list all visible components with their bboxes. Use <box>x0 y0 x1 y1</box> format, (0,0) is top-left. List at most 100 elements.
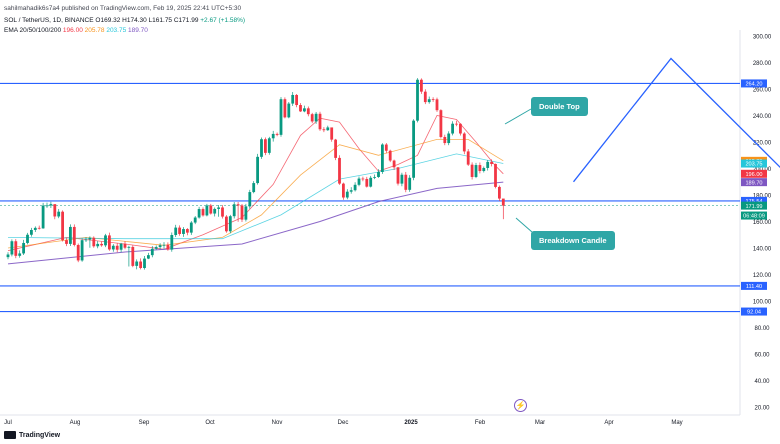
candle-body <box>334 139 337 158</box>
price-tag-label: 111.40 <box>746 284 762 290</box>
candle-body <box>357 178 361 185</box>
candle-body <box>396 167 400 184</box>
candle-body <box>76 244 80 261</box>
price-tick-label: 20.00 <box>754 406 770 412</box>
candle-body <box>392 160 396 168</box>
price-tick-label: 280.00 <box>753 61 772 67</box>
candle-body <box>166 244 170 250</box>
ema-lines <box>7 115 504 265</box>
candle-body <box>420 79 423 92</box>
price-tick-label: 180.00 <box>753 194 772 200</box>
candle-body <box>349 190 353 192</box>
candle-body <box>57 211 61 217</box>
candle-body <box>221 207 224 217</box>
candle-body <box>6 254 10 258</box>
candle-body <box>295 94 298 106</box>
high-value: H174.30 <box>122 17 147 24</box>
candle-body <box>314 113 318 122</box>
candle-body <box>408 177 412 190</box>
candle-body <box>10 241 14 255</box>
price-tick-label: 40.00 <box>754 379 770 385</box>
low-value: L161.75 <box>148 17 173 24</box>
candle-body <box>267 138 271 153</box>
price-tag <box>741 169 767 178</box>
price-tick-label: 220.00 <box>753 141 772 147</box>
candle-body <box>287 103 291 118</box>
candle-body <box>193 217 197 223</box>
candle-body <box>271 133 275 139</box>
price-tag <box>741 307 767 316</box>
candle-body <box>283 99 287 118</box>
ema-line-ema100 <box>7 153 504 240</box>
candle-body <box>65 240 68 244</box>
tradingview-logo[interactable]: TradingView <box>4 431 60 439</box>
price-axis[interactable]: 300.00280.00260.00240.00220.00200.00180.… <box>753 35 772 412</box>
candle-body <box>37 227 41 229</box>
lightning-icon[interactable]: ⚡ <box>514 399 527 412</box>
ema-label: EMA 20/50/100/200 <box>4 27 62 34</box>
candle-body <box>443 136 447 144</box>
candle-body <box>127 246 131 248</box>
candle-body <box>377 171 380 177</box>
candle-body <box>431 99 435 101</box>
candle-body <box>435 99 439 111</box>
candle-body <box>256 156 259 184</box>
candle-body <box>14 241 18 256</box>
price-tag <box>741 211 767 220</box>
price-tag-label: 189.70 <box>745 180 762 186</box>
candle-body <box>345 191 349 198</box>
candle-body <box>264 139 267 153</box>
close-value: C171.99 <box>173 17 199 24</box>
price-tick-label: 240.00 <box>753 114 772 120</box>
price-tags: 264.20205.78203.75196.00189.70175.54171.… <box>741 79 767 316</box>
candle-body <box>490 161 493 164</box>
candle-body <box>80 240 84 261</box>
candle-body <box>69 226 72 244</box>
candle-body <box>209 205 213 214</box>
candle-body <box>330 127 334 140</box>
candle-body <box>88 237 92 240</box>
candle-body <box>384 144 388 151</box>
symbol-name[interactable]: SOL / TetherUS, 1D, BINANCE <box>4 17 94 24</box>
candle-body <box>150 248 154 256</box>
candle-body <box>45 205 49 207</box>
candle-body <box>306 108 310 115</box>
candle-body <box>111 245 115 250</box>
candle-body <box>115 245 119 250</box>
candle-body <box>213 208 217 214</box>
ema-legend[interactable]: EMA 20/50/100/200 196.00 205.78 203.75 1… <box>4 27 148 34</box>
candle-body <box>361 178 365 180</box>
candle-body <box>225 216 228 232</box>
price-tag <box>741 178 767 187</box>
time-tick-label: Oct <box>205 420 215 426</box>
price-tag <box>741 281 767 290</box>
price-tag <box>741 79 767 88</box>
candle-body <box>33 227 37 230</box>
candle-body <box>143 258 146 269</box>
candle-body <box>41 205 45 229</box>
candle-body <box>232 204 236 217</box>
candle-body <box>104 235 107 246</box>
breakdown-candle-callout: Breakdown Candle <box>531 231 615 250</box>
time-axis[interactable]: Jul Aug Sep Oct Nov Dec 2025 Feb Mar Apr May <box>4 420 683 426</box>
candle-body <box>236 204 240 206</box>
candle-body <box>338 157 341 184</box>
price-tick-label: 60.00 <box>754 353 770 359</box>
price-tag <box>741 196 767 205</box>
candle-body <box>228 216 232 232</box>
candle-body <box>478 165 482 172</box>
candle-body <box>404 174 408 190</box>
candle-body <box>353 184 357 191</box>
ema100-value: 203.75 <box>106 27 127 34</box>
candle-body <box>416 79 419 121</box>
open-value: O169.32 <box>95 17 121 24</box>
candle-body <box>100 243 103 246</box>
candle-body <box>388 150 392 161</box>
candle-body <box>178 227 181 234</box>
candle-body <box>482 167 486 172</box>
candle-body <box>72 226 76 245</box>
candle-body <box>244 206 248 220</box>
candle-body <box>49 204 53 206</box>
candle-body <box>61 211 64 241</box>
